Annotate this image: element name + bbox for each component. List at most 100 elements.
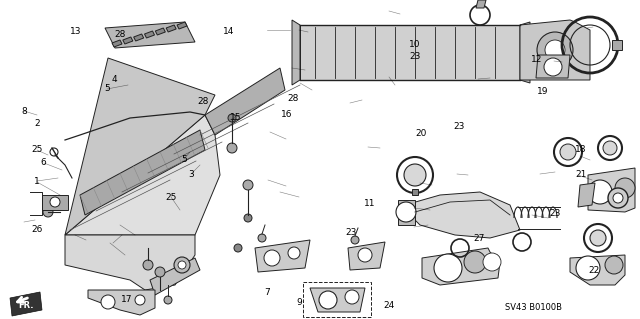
Circle shape <box>164 296 172 304</box>
Text: 15: 15 <box>230 113 241 122</box>
Circle shape <box>178 261 186 269</box>
Polygon shape <box>570 255 625 285</box>
Text: 5: 5 <box>105 84 110 93</box>
Polygon shape <box>536 55 570 78</box>
Text: 24: 24 <box>383 301 395 310</box>
Polygon shape <box>80 130 205 215</box>
Polygon shape <box>88 290 155 315</box>
Polygon shape <box>150 258 200 295</box>
Circle shape <box>396 202 416 222</box>
Circle shape <box>228 114 236 122</box>
Circle shape <box>135 295 145 305</box>
Polygon shape <box>105 22 195 48</box>
Text: 8: 8 <box>22 107 27 115</box>
Circle shape <box>615 178 635 198</box>
Text: 19: 19 <box>537 87 548 96</box>
Text: 28: 28 <box>198 97 209 106</box>
Text: 11: 11 <box>364 199 376 208</box>
Circle shape <box>605 256 623 274</box>
Text: 23: 23 <box>409 52 420 61</box>
Polygon shape <box>255 240 310 272</box>
Polygon shape <box>65 235 195 290</box>
Text: FR.: FR. <box>19 300 34 309</box>
Text: 10: 10 <box>409 40 420 48</box>
Circle shape <box>537 32 573 68</box>
Circle shape <box>560 144 576 160</box>
Polygon shape <box>310 288 365 312</box>
Text: 18: 18 <box>575 145 587 154</box>
Circle shape <box>464 251 486 273</box>
Text: 21: 21 <box>575 170 587 179</box>
Circle shape <box>434 254 462 282</box>
Circle shape <box>288 247 300 259</box>
Circle shape <box>143 260 153 270</box>
Text: 2: 2 <box>35 119 40 128</box>
Text: 14: 14 <box>223 27 235 36</box>
Polygon shape <box>42 195 68 210</box>
Polygon shape <box>476 0 486 8</box>
Text: 28: 28 <box>287 94 299 103</box>
Circle shape <box>576 256 600 280</box>
Polygon shape <box>520 22 530 83</box>
Text: 22: 22 <box>588 266 600 275</box>
Circle shape <box>588 180 612 204</box>
Circle shape <box>243 180 253 190</box>
Text: 3: 3 <box>188 170 193 179</box>
Circle shape <box>264 250 280 266</box>
Text: 6: 6 <box>41 158 46 167</box>
Polygon shape <box>112 40 122 47</box>
Circle shape <box>545 40 565 60</box>
Bar <box>303 282 371 317</box>
Text: 13: 13 <box>70 27 81 36</box>
Circle shape <box>319 291 337 309</box>
Circle shape <box>258 234 266 242</box>
Circle shape <box>613 193 623 203</box>
Polygon shape <box>177 22 187 29</box>
Circle shape <box>174 257 190 273</box>
Polygon shape <box>405 192 520 238</box>
Polygon shape <box>65 115 220 235</box>
Text: 16: 16 <box>281 110 292 119</box>
Text: 27: 27 <box>473 234 484 243</box>
Text: 5: 5 <box>182 155 187 164</box>
Text: 17: 17 <box>121 295 132 304</box>
Circle shape <box>101 295 115 309</box>
Polygon shape <box>166 25 176 32</box>
Circle shape <box>345 290 359 304</box>
Circle shape <box>234 244 242 252</box>
Polygon shape <box>156 28 165 35</box>
Circle shape <box>603 141 617 155</box>
Text: 26: 26 <box>31 225 43 234</box>
Circle shape <box>244 214 252 222</box>
Polygon shape <box>412 189 418 195</box>
Circle shape <box>43 207 53 217</box>
Text: 20: 20 <box>415 129 427 138</box>
Text: 23: 23 <box>345 228 356 237</box>
Polygon shape <box>205 68 285 135</box>
Circle shape <box>227 143 237 153</box>
Polygon shape <box>134 34 143 41</box>
Polygon shape <box>292 20 300 85</box>
Circle shape <box>358 248 372 262</box>
Polygon shape <box>145 31 154 38</box>
Text: 23: 23 <box>550 209 561 218</box>
Circle shape <box>544 58 562 76</box>
Text: 1: 1 <box>35 177 40 186</box>
Polygon shape <box>588 168 635 212</box>
Text: 25: 25 <box>31 145 43 154</box>
Polygon shape <box>300 25 520 80</box>
Text: 4: 4 <box>111 75 116 84</box>
Polygon shape <box>398 200 415 225</box>
Polygon shape <box>520 20 590 80</box>
Text: SV43 B0100B: SV43 B0100B <box>505 303 562 313</box>
Circle shape <box>50 197 60 207</box>
Polygon shape <box>612 40 622 50</box>
Polygon shape <box>578 183 595 207</box>
Text: 9: 9 <box>297 298 302 307</box>
Polygon shape <box>422 248 500 285</box>
Polygon shape <box>10 292 42 316</box>
Text: 28: 28 <box>115 30 126 39</box>
Circle shape <box>351 236 359 244</box>
Circle shape <box>50 148 58 156</box>
Circle shape <box>608 188 628 208</box>
